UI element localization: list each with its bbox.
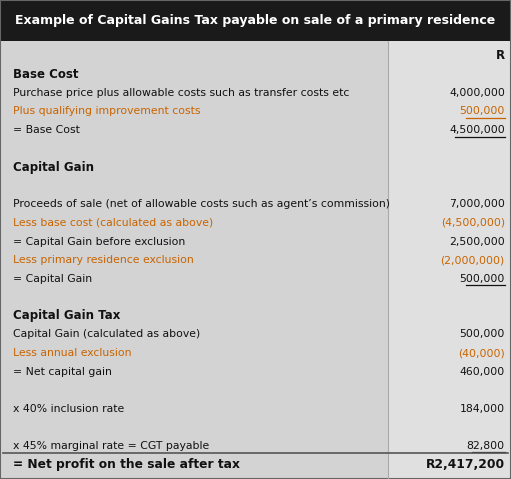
Bar [388, 41, 511, 479]
Text: Proceeds of sale (net of allowable costs such as agent’s commission): Proceeds of sale (net of allowable costs… [13, 199, 390, 209]
Text: (4,500,000): (4,500,000) [441, 218, 505, 228]
Text: Base Cost: Base Cost [13, 68, 78, 81]
Text: 500,000: 500,000 [459, 106, 505, 116]
Text: 460,000: 460,000 [459, 366, 505, 376]
Text: 7,000,000: 7,000,000 [449, 199, 505, 209]
Text: = Net capital gain: = Net capital gain [13, 366, 111, 376]
Text: 184,000: 184,000 [460, 404, 505, 414]
Text: Example of Capital Gains Tax payable on sale of a primary residence: Example of Capital Gains Tax payable on … [15, 14, 496, 27]
Text: 2,500,000: 2,500,000 [449, 237, 505, 247]
Text: R: R [496, 49, 505, 62]
Text: Plus qualifying improvement costs: Plus qualifying improvement costs [13, 106, 200, 116]
Text: = Capital Gain before exclusion: = Capital Gain before exclusion [13, 237, 185, 247]
Text: Less base cost (calculated as above): Less base cost (calculated as above) [13, 218, 213, 228]
Text: 82,800: 82,800 [467, 441, 505, 451]
Text: Less annual exclusion: Less annual exclusion [13, 348, 131, 358]
Text: (2,000,000): (2,000,000) [440, 255, 505, 265]
Bar [0, 0, 511, 41]
Text: (40,000): (40,000) [458, 348, 505, 358]
Text: 4,500,000: 4,500,000 [449, 125, 505, 135]
Text: R2,417,200: R2,417,200 [426, 458, 505, 471]
Text: = Net profit on the sale after tax: = Net profit on the sale after tax [13, 458, 240, 471]
Text: 500,000: 500,000 [459, 274, 505, 284]
Text: x 45% marginal rate = CGT payable: x 45% marginal rate = CGT payable [13, 441, 209, 451]
Text: Capital Gain: Capital Gain [13, 161, 94, 174]
Text: x 40% inclusion rate: x 40% inclusion rate [13, 404, 124, 414]
Text: Capital Gain Tax: Capital Gain Tax [13, 309, 120, 322]
Text: Less primary residence exclusion: Less primary residence exclusion [13, 255, 194, 265]
Text: Purchase price plus allowable costs such as transfer costs etc: Purchase price plus allowable costs such… [13, 88, 349, 98]
Text: 500,000: 500,000 [459, 330, 505, 340]
Text: Capital Gain (calculated as above): Capital Gain (calculated as above) [13, 330, 200, 340]
Text: 4,000,000: 4,000,000 [449, 88, 505, 98]
Text: = Capital Gain: = Capital Gain [13, 274, 92, 284]
Text: = Base Cost: = Base Cost [13, 125, 80, 135]
